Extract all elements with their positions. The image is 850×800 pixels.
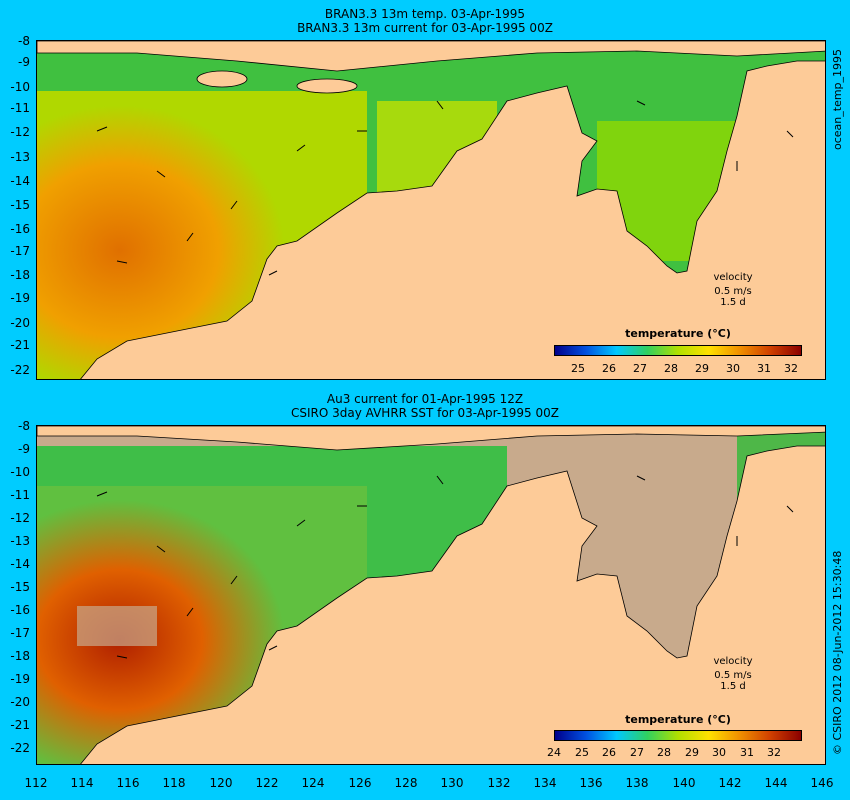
top-colorbar-title: temperature (°C) (625, 327, 731, 340)
top-australia-land (80, 60, 825, 379)
top-velocity-key: velocity 0.5 m/s 1.5 d (713, 272, 753, 308)
bottom-title-1: Au3 current for 01-Apr-1995 12Z (326, 392, 524, 406)
bottom-australia-land (80, 445, 825, 764)
bottom-velocity-key: velocity 0.5 m/s 1.5 d (713, 656, 753, 692)
bottom-colorbar (554, 730, 802, 741)
bottom-side-label: © CSIRO 2012 08-Jun-2012 15:30:48 (831, 550, 844, 755)
top-colorbar (554, 345, 802, 356)
bottom-map-panel (36, 425, 826, 765)
top-map-panel (36, 40, 826, 380)
top-map (37, 41, 825, 379)
top-title-1: BRAN3.3 13m temp. 03-Apr-1995 (324, 7, 526, 21)
top-side-label: ocean_temp_1995 (831, 48, 844, 150)
top-title-2: BRAN3.3 13m current for 03-Apr-1995 00Z (297, 21, 553, 35)
bottom-colorbar-title: temperature (°C) (625, 713, 731, 726)
bottom-current-arrows (96, 475, 794, 659)
top-current-arrows (96, 100, 794, 276)
bottom-map (37, 426, 825, 764)
bottom-title-2: CSIRO 3day AVHRR SST for 03-Apr-1995 00Z (290, 406, 559, 420)
